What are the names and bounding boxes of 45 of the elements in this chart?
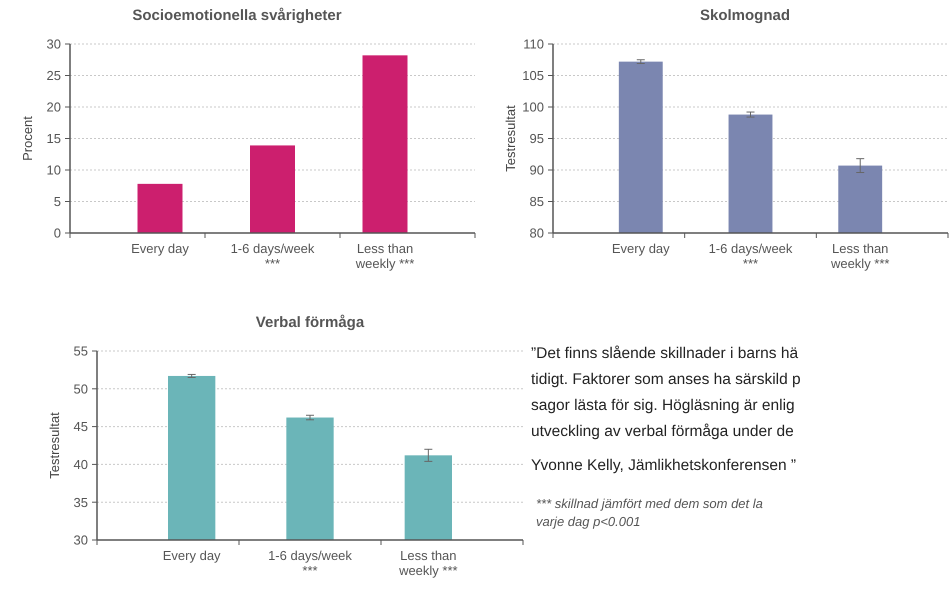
y-axis-title: Procent (20, 116, 35, 161)
x-tick-label: Every day (612, 241, 670, 256)
y-tick-label: 30 (46, 36, 61, 52)
text: Yvonne Kelly, Jämlikhetskonferensen ” (531, 457, 796, 474)
text: sagor lästa för sig. Högläsning är enlig (531, 397, 795, 414)
y-tick-label: 15 (46, 131, 61, 146)
y-tick-label: 105 (522, 68, 544, 84)
chart-title: Verbal förmåga (256, 314, 365, 331)
x-tick-label: Less than weekly *** (830, 241, 890, 271)
x-tick-label: Every day (162, 548, 222, 563)
text: tidigt. Faktorer som anses ha särskild p (531, 371, 801, 388)
chart-title: Skolmognad (700, 7, 790, 24)
y-axis-title: Testresultat (47, 412, 62, 479)
y-tick-label: 80 (530, 226, 544, 241)
y-tick-label: 25 (46, 68, 61, 84)
y-tick-label: 55 (74, 344, 88, 359)
x-tick-label: Every day (131, 241, 190, 256)
text: varje dag p<0.001 (536, 514, 640, 529)
y-tick-label: 5 (54, 194, 61, 210)
chart-title: Socioemotionella svårigheter (132, 7, 342, 24)
text: utveckling av verbal förmåga under de (531, 423, 794, 440)
x-tick-label: 1-6 days/week *** (230, 241, 315, 271)
y-tick-label: 50 (74, 381, 88, 396)
y-axis-title: Testresultat (503, 104, 518, 172)
y-tick-label: 100 (522, 100, 544, 115)
y-tick-label: 30 (74, 532, 88, 548)
x-tick-label: Less than weekly *** (354, 241, 414, 271)
y-tick-label: 110 (523, 36, 544, 52)
y-tick-label: 0 (54, 226, 61, 241)
x-tick-label: 1-6 days/week *** (268, 548, 352, 578)
x-tick-label: 1-6 days/week *** (708, 241, 793, 271)
x-tick-label: Less than weekly *** (398, 548, 458, 578)
text: *** skillnad jämfört med dem som det la (536, 496, 763, 511)
y-tick-label: 85 (530, 194, 544, 210)
bar (250, 145, 295, 233)
y-tick-label: 10 (46, 162, 61, 178)
y-tick-label: 40 (74, 456, 88, 472)
y-tick-label: 35 (74, 494, 88, 510)
y-tick-label: 20 (46, 100, 61, 115)
y-tick-label: 45 (74, 419, 88, 434)
y-tick-label: 95 (530, 131, 544, 146)
bar (138, 184, 182, 233)
bar (362, 55, 408, 233)
text: ”Det finns slående skillnader i barns hä (531, 345, 798, 362)
y-tick-label: 90 (530, 162, 544, 178)
